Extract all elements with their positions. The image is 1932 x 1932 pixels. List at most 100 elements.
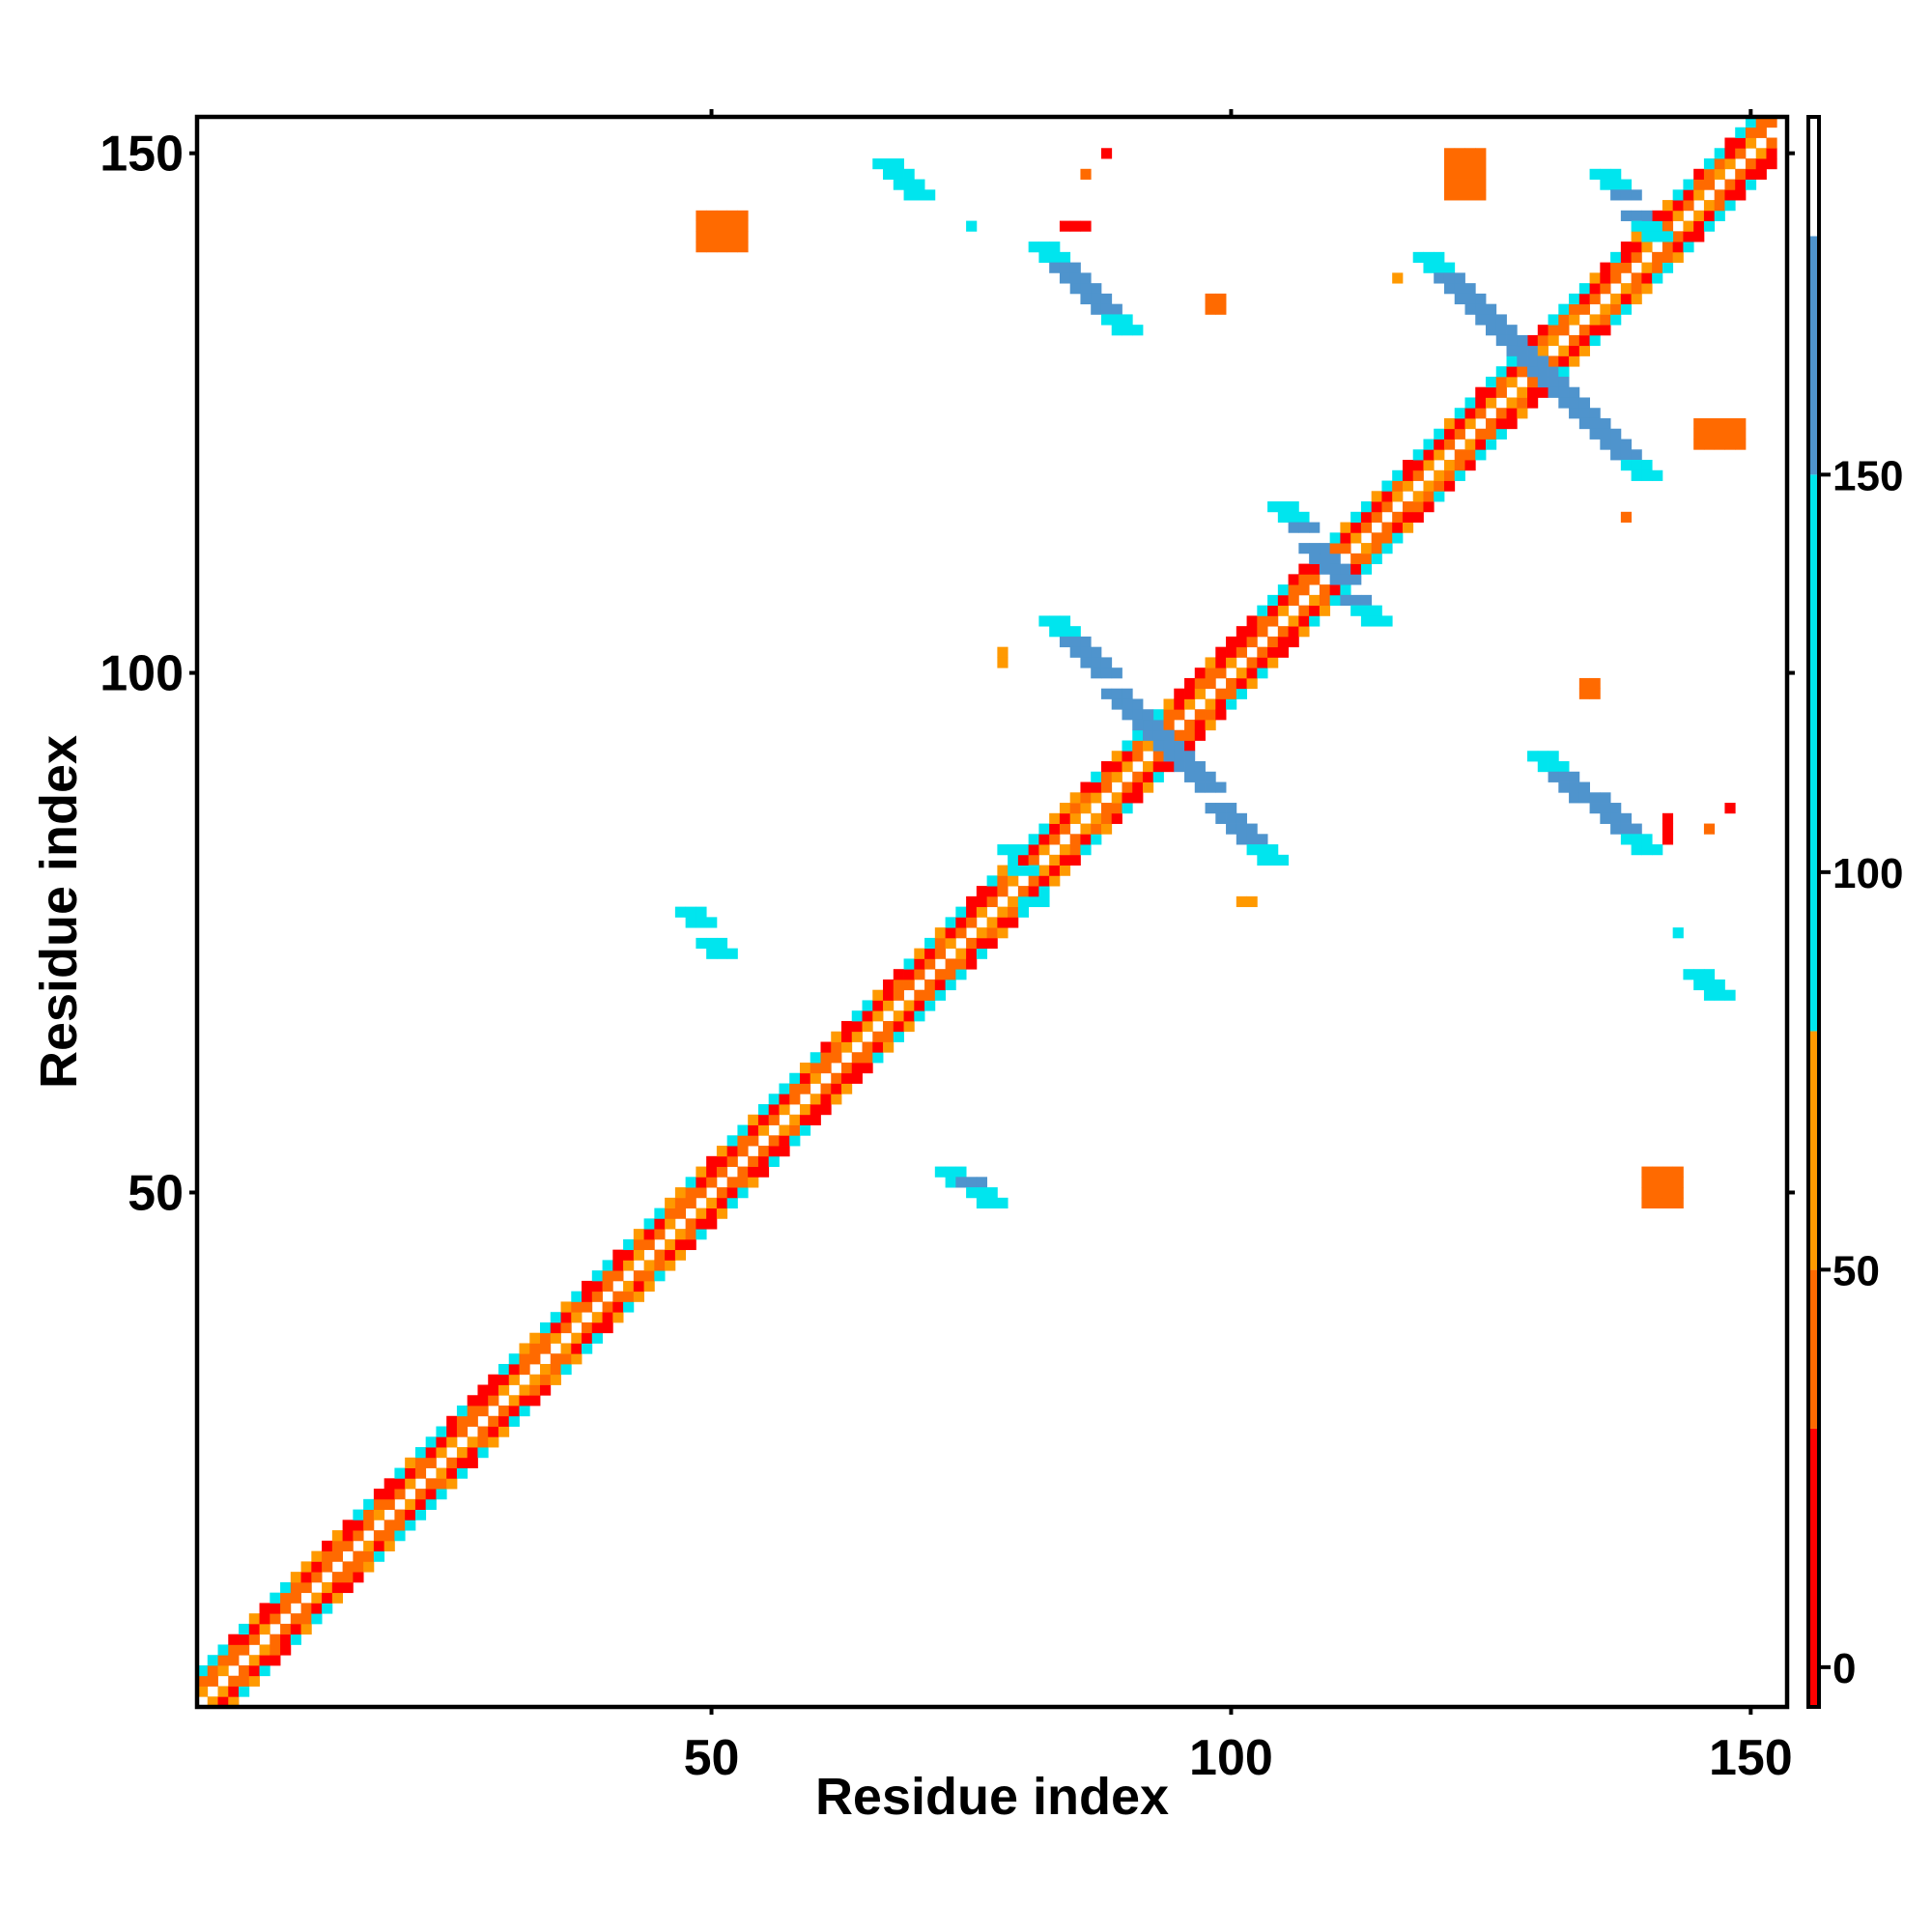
heatmap-cell	[1142, 729, 1154, 741]
heatmap-cell	[519, 1384, 530, 1396]
heatmap-cell	[1434, 251, 1445, 264]
heatmap-cell	[1392, 480, 1404, 492]
heatmap-cell	[1735, 417, 1747, 430]
heatmap-cell	[239, 1686, 250, 1697]
heatmap-cell	[1517, 355, 1528, 367]
heatmap-cell	[1495, 334, 1507, 347]
heatmap-cell	[1163, 698, 1175, 710]
heatmap-cell	[1620, 460, 1633, 471]
heatmap-cell	[1402, 501, 1414, 513]
heatmap-cell	[1724, 439, 1736, 450]
heatmap-cell	[259, 1655, 270, 1666]
heatmap-cell	[1163, 761, 1175, 773]
heatmap-cell	[737, 1124, 749, 1136]
heatmap-cell	[1578, 325, 1590, 336]
heatmap-cell	[1059, 220, 1071, 232]
heatmap-cell	[674, 1249, 687, 1261]
heatmap-cell	[1340, 532, 1351, 544]
heatmap-cell	[841, 1031, 853, 1042]
heatmap-cell	[1755, 158, 1767, 170]
heatmap-cell	[748, 1114, 759, 1125]
heatmap-cell	[300, 1603, 312, 1614]
heatmap-cell	[331, 1530, 344, 1542]
heatmap-cell	[342, 1530, 354, 1542]
heatmap-cell	[1226, 636, 1237, 648]
heatmap-cell	[1038, 875, 1050, 887]
heatmap-cell	[456, 1426, 469, 1437]
heatmap-cell	[414, 1447, 427, 1459]
heatmap-cell	[1205, 677, 1216, 690]
heatmap-cell	[654, 1208, 666, 1219]
heatmap-cell	[477, 1436, 489, 1448]
heatmap-cell	[914, 958, 925, 970]
heatmap-cell	[1205, 803, 1216, 814]
y-tick-label: 100	[99, 646, 184, 702]
heatmap-cell	[1495, 386, 1507, 398]
heatmap-cell	[997, 875, 1009, 887]
heatmap-cell	[1517, 397, 1528, 409]
heatmap-cell	[1100, 761, 1113, 773]
heatmap-cell	[591, 1332, 603, 1344]
heatmap-cell	[1662, 834, 1674, 845]
heatmap-cell	[820, 1052, 832, 1064]
heatmap-cell	[1049, 251, 1061, 264]
heatmap-cell	[757, 1146, 770, 1157]
heatmap-cell	[1122, 698, 1133, 710]
heatmap-cell	[1464, 168, 1476, 180]
heatmap-cell	[799, 1062, 811, 1074]
heatmap-cell	[1174, 761, 1185, 773]
heatmap-cell	[436, 1447, 447, 1459]
heatmap-cell	[1600, 168, 1611, 180]
heatmap-cell	[945, 969, 956, 980]
heatmap-cell	[726, 1135, 738, 1147]
heatmap-cell	[1558, 761, 1570, 773]
heatmap-cell	[1184, 761, 1196, 773]
heatmap-cell	[280, 1644, 292, 1656]
heatmap-cell	[1152, 740, 1164, 752]
heatmap-cell	[1350, 553, 1362, 564]
heatmap-cell	[353, 1520, 364, 1531]
heatmap-cell	[716, 937, 728, 950]
heatmap-cell	[1017, 844, 1030, 856]
heatmap-cell	[883, 1000, 895, 1011]
heatmap-cell	[955, 917, 967, 928]
heatmap-cell	[654, 1249, 666, 1261]
heatmap-cell	[1319, 563, 1331, 575]
heatmap-cell	[1443, 179, 1456, 190]
heatmap-cell	[1443, 417, 1456, 430]
heatmap-cell	[1008, 917, 1019, 928]
heatmap-cell	[1578, 417, 1590, 430]
heatmap-cell	[425, 1478, 437, 1490]
heatmap-cell	[1205, 709, 1216, 721]
heatmap-cell	[1714, 417, 1725, 430]
heatmap-cell	[1506, 376, 1518, 388]
heatmap-cell	[1017, 886, 1030, 897]
heatmap-cell	[1672, 1197, 1684, 1209]
heatmap-cell	[1703, 979, 1716, 991]
heatmap-cell	[1246, 895, 1258, 908]
heatmap-cell	[914, 179, 925, 190]
heatmap-cell	[394, 1530, 406, 1542]
heatmap-cell	[1569, 345, 1580, 356]
heatmap-cell	[612, 1260, 624, 1271]
heatmap-cell	[1008, 865, 1019, 876]
heatmap-cell	[363, 1540, 375, 1552]
heatmap-cell	[1486, 439, 1497, 450]
heatmap-cell	[1475, 397, 1487, 409]
heatmap-cell	[862, 1010, 873, 1022]
heatmap-cell	[706, 1177, 718, 1188]
heatmap-cell	[1257, 834, 1268, 845]
heatmap-cell	[696, 1208, 707, 1219]
heatmap-cell	[1683, 189, 1694, 201]
heatmap-cell	[1641, 1187, 1653, 1199]
heatmap-cell	[394, 1520, 406, 1531]
heatmap-cell	[685, 917, 696, 928]
heatmap-cell	[685, 1238, 696, 1251]
heatmap-cell	[696, 231, 707, 242]
heatmap-cell	[353, 1530, 364, 1542]
heatmap-cell	[1600, 325, 1611, 336]
heatmap-cell	[1080, 803, 1092, 814]
heatmap-cell	[1683, 220, 1694, 232]
heatmap-cell	[986, 927, 998, 939]
heatmap-cell	[280, 1603, 292, 1614]
